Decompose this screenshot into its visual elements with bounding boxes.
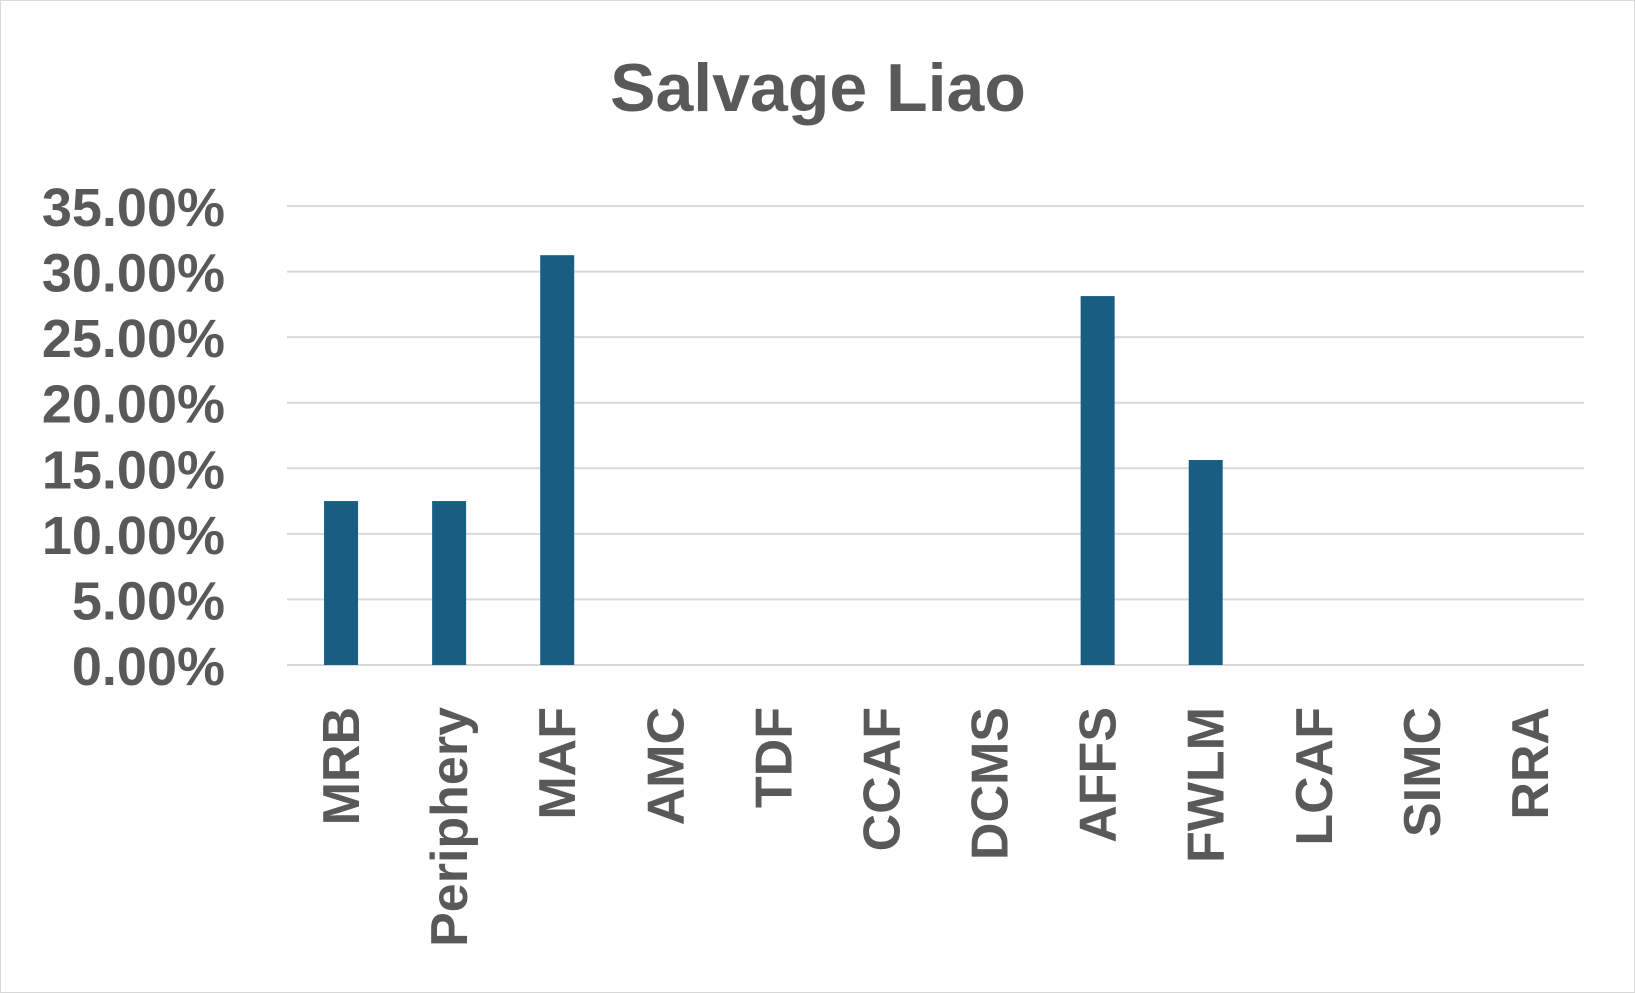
chart-title: Salvage Liao <box>610 50 1026 126</box>
gridlines <box>287 205 1584 666</box>
x-tick-label: RRA <box>1502 707 1560 820</box>
x-axis-tick-labels: MRB Periphery MAF AMC TDF CCAF DCMS AFFS FWLM LCA… <box>313 707 1560 947</box>
bars <box>324 255 1223 665</box>
x-tick-label: MAF <box>529 707 587 820</box>
y-tick-label: 10.00% <box>42 506 225 566</box>
x-tick-label: MRB <box>313 707 371 825</box>
bar-mrb <box>324 501 359 665</box>
y-tick-label: 30.00% <box>42 244 225 304</box>
y-tick-label: 0.00% <box>72 637 225 697</box>
y-tick-label: 5.00% <box>72 571 225 631</box>
y-tick-label: 35.00% <box>42 178 225 238</box>
x-tick-label: TDF <box>745 707 803 808</box>
x-tick-label: AFFS <box>1070 707 1128 843</box>
x-tick-label: FWLM <box>1178 707 1236 863</box>
x-tick-label: CCAF <box>853 707 911 851</box>
bar-maf <box>540 255 575 665</box>
y-axis-tick-labels: 0.00%5.00%10.00%15.00%20.00%25.00%30.00%… <box>42 178 225 697</box>
x-tick-label: LCAF <box>1286 707 1344 846</box>
y-tick-label: 15.00% <box>42 440 225 500</box>
x-tick-label: SIMC <box>1394 707 1452 837</box>
x-tick-label: DCMS <box>962 707 1020 860</box>
x-tick-label: AMC <box>637 707 695 825</box>
bar-periphery <box>432 501 467 665</box>
y-tick-label: 20.00% <box>42 375 225 435</box>
bar-affs <box>1080 296 1115 665</box>
x-tick-label: Periphery <box>421 707 479 947</box>
bar-fwlm <box>1188 460 1223 665</box>
y-tick-label: 25.00% <box>42 309 225 369</box>
